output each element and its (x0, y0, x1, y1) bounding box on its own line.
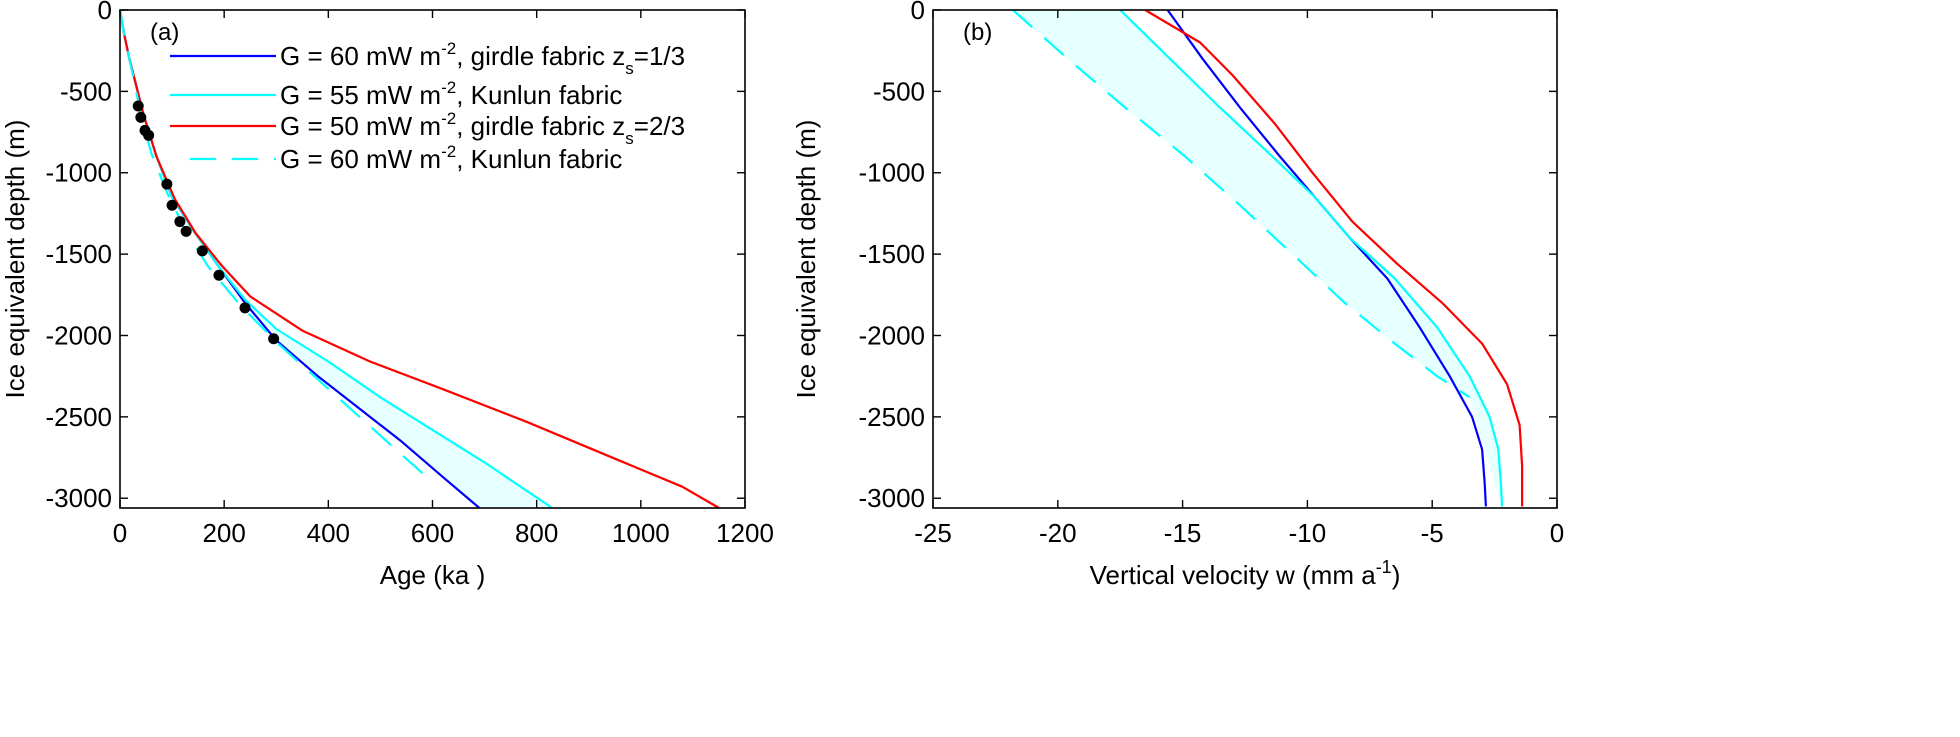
y-tick-label: -3000 (46, 483, 113, 513)
y-axis-label: Ice equivalent depth (m) (0, 120, 30, 399)
x-tick-label: 0 (113, 518, 127, 548)
x-axis-label-end: ) (1392, 560, 1401, 590)
y-tick-label: 0 (911, 0, 925, 25)
x-tick-label: 1200 (716, 518, 774, 548)
data-point-marker (268, 333, 280, 345)
data-point-marker (132, 100, 144, 112)
data-point-marker (180, 225, 192, 237)
x-tick-label: 200 (202, 518, 245, 548)
x-axis-label-sup: -1 (1376, 557, 1392, 577)
y-axis-label: Ice equivalent depth (m) (791, 120, 821, 399)
data-point-marker (239, 302, 251, 314)
legend-entry: G = 50 mW m-2, girdle fabric zs=2/3 (280, 109, 685, 148)
series-line-3 (1144, 9, 1524, 507)
y-tick-label: -2000 (46, 320, 113, 350)
y-tick-label: -1000 (859, 158, 926, 188)
series-line-2 (1119, 9, 1504, 507)
data-point-marker (135, 111, 147, 123)
legend-text-sup: -2 (441, 39, 456, 58)
y-tick-label: -500 (873, 76, 925, 106)
series-line-1 (1166, 9, 1487, 507)
data-point-marker (196, 245, 208, 257)
legend-text-rest: , Kunlun fabric (456, 80, 622, 110)
data-point-marker (213, 269, 225, 281)
x-tick-label: 0 (1550, 518, 1564, 548)
x-tick-label: 1000 (612, 518, 670, 548)
y-tick-label: -1500 (859, 239, 926, 269)
x-tick-label: -10 (1289, 518, 1327, 548)
legend-text-rest: , girdle fabric z (456, 41, 625, 71)
legend-text-rest: , girdle fabric z (456, 111, 625, 141)
x-axis-label: Age (ka ) (380, 560, 486, 590)
x-tick-label: -5 (1421, 518, 1444, 548)
data-point-marker (143, 129, 155, 141)
y-tick-label: 0 (98, 0, 112, 25)
legend-text-end: =1/3 (634, 41, 685, 71)
shaded-band (1012, 10, 1503, 507)
legend-text-main: G = 55 mW m (280, 80, 441, 110)
y-tick-label: -2500 (46, 402, 113, 432)
x-axis-label: Vertical velocity w (mm a-1) (1090, 557, 1401, 590)
y-tick-label: -1000 (46, 158, 113, 188)
legend-entry: G = 55 mW m-2, Kunlun fabric (280, 78, 622, 110)
panel-label: (b) (963, 19, 992, 46)
y-tick-label: -1500 (46, 239, 113, 269)
y-tick-label: -500 (60, 76, 112, 106)
x-tick-label: -25 (914, 518, 952, 548)
plot-frame (932, 9, 1558, 509)
x-tick-label: -20 (1039, 518, 1077, 548)
legend-text-end: =2/3 (634, 111, 685, 141)
legend-entry: G = 60 mW m-2, girdle fabric zs=1/3 (280, 39, 685, 78)
y-tick-label: -2000 (859, 320, 926, 350)
legend-text-sub: s (625, 129, 634, 148)
data-point-marker (166, 199, 178, 211)
x-tick-label: 400 (307, 518, 350, 548)
x-tick-label: -15 (1164, 518, 1202, 548)
legend: G = 60 mW m-2, girdle fabric zs=1/3G = 5… (170, 39, 685, 174)
legend-text-sub: s (625, 59, 634, 78)
y-tick-label: -2500 (859, 402, 926, 432)
data-point-marker (174, 216, 186, 228)
legend-text-rest: , Kunlun fabric (456, 144, 622, 174)
legend-text-sup: -2 (441, 78, 456, 97)
legend-text-sup: -2 (441, 142, 456, 161)
data-point-marker (161, 178, 173, 190)
panel-a: 0 200 400 600 800 1000 1200 0 -500 -1000 -1500 -200… (0, 0, 774, 590)
legend-text-main: G = 60 mW m (280, 41, 441, 71)
panel-label: (a) (150, 19, 179, 46)
x-tick-label: 800 (515, 518, 558, 548)
x-tick-label: 600 (411, 518, 454, 548)
x-axis-label-main: Vertical velocity w (mm a (1090, 560, 1377, 590)
panel-b: -25 -20 -15 -10 -5 00-500-1000-1500-2000-2500… (791, 0, 1564, 590)
legend-text-main: G = 50 mW m (280, 111, 441, 141)
legend-text-sup: -2 (441, 109, 456, 128)
legend-entry: G = 60 mW m-2, Kunlun fabric (280, 142, 622, 174)
y-tick-label: -3000 (859, 483, 926, 513)
legend-text-main: G = 60 mW m (280, 144, 441, 174)
